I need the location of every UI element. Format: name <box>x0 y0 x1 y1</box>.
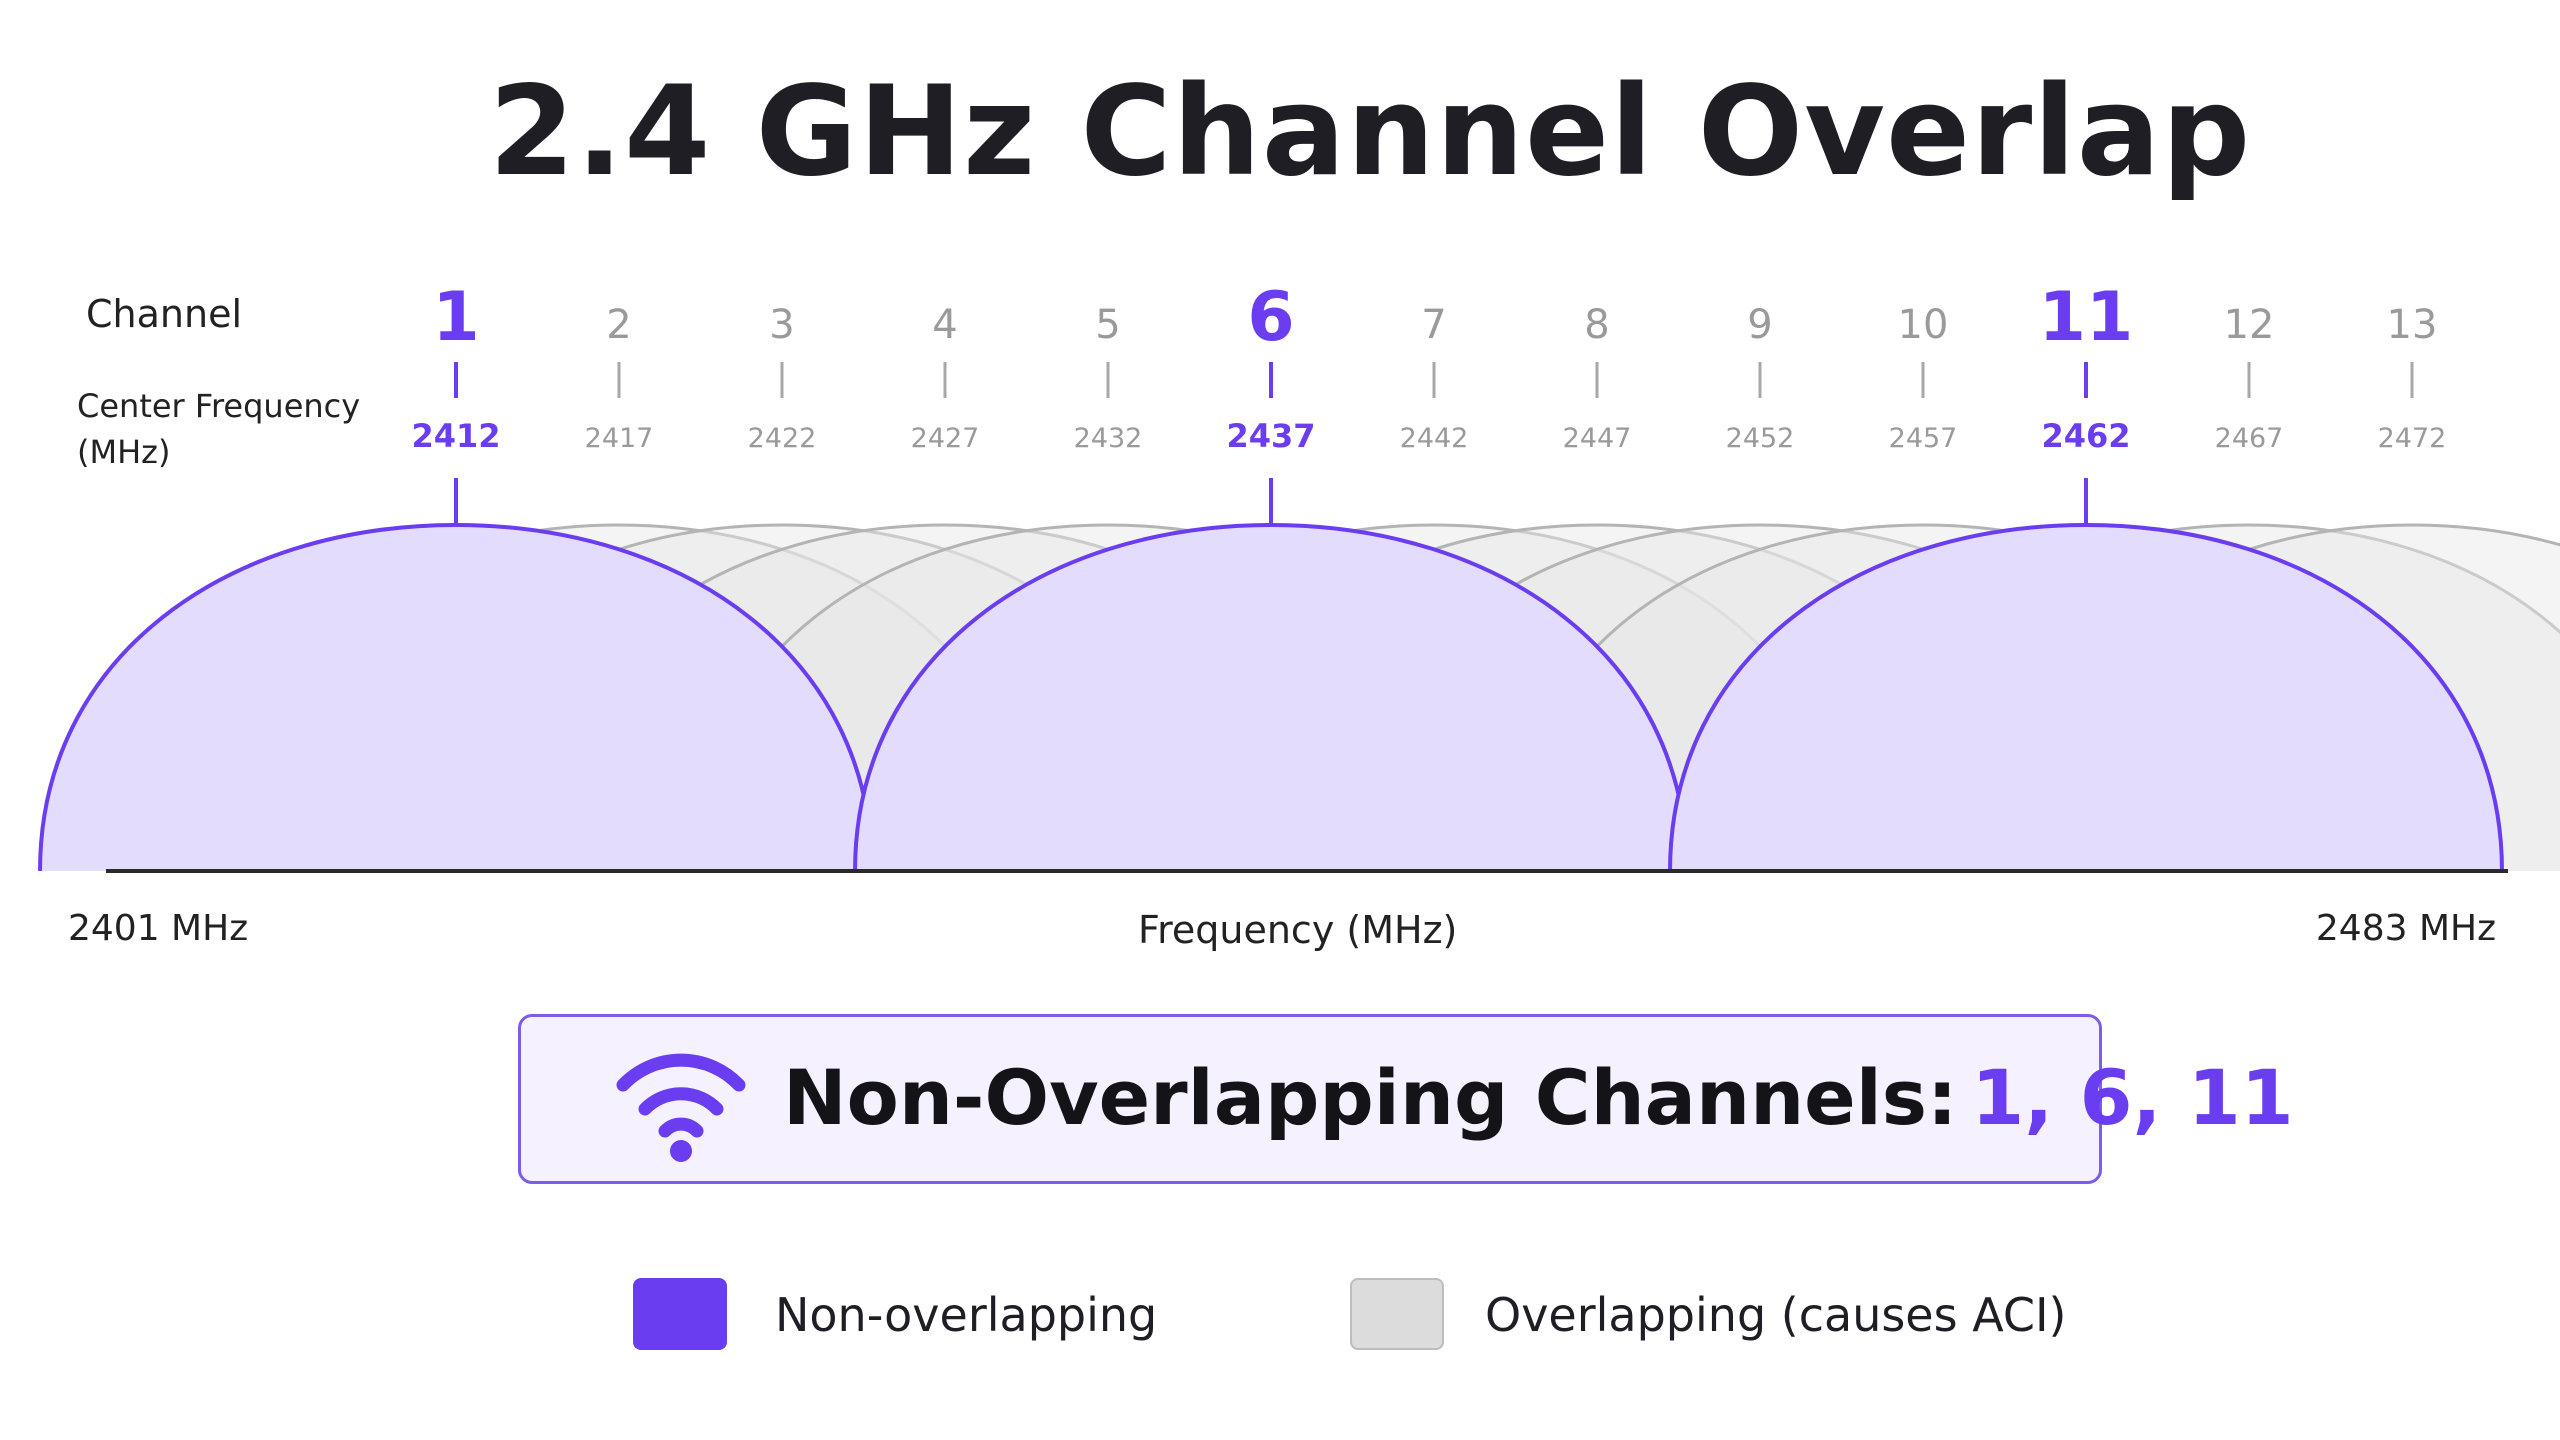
wifi-icon <box>616 1053 746 1162</box>
channel-center-frequency-10: 2457 <box>1889 423 1958 454</box>
legend-swatch-overlapping <box>1350 1278 1444 1350</box>
channel-number-5: 5 <box>1095 302 1120 348</box>
channel-number-11: 11 <box>2039 278 2134 357</box>
channel-number-12: 12 <box>2224 302 2275 348</box>
legend-label-non-overlapping: Non-overlapping <box>775 1288 1158 1342</box>
callout-label: Non-Overlapping Channels: <box>783 1053 1958 1142</box>
channel-row-label: Channel <box>86 292 243 336</box>
callout-text: Non-Overlapping Channels: 1, 6, 11 <box>783 1053 2294 1142</box>
frequency-axis-max-label: 2483 MHz <box>2315 908 2496 949</box>
channel-number-2: 2 <box>606 302 631 348</box>
channel-number-10: 10 <box>1898 302 1949 348</box>
channel-center-frequency-9: 2452 <box>1726 423 1795 454</box>
channel-center-frequency-8: 2447 <box>1563 423 1632 454</box>
channel-number-6: 6 <box>1247 278 1294 357</box>
center-frequency-label-line2: (MHz) <box>77 433 171 471</box>
legend-label-overlapping: Overlapping (causes ACI) <box>1485 1288 2067 1342</box>
channel-center-frequency-13: 2472 <box>2378 423 2447 454</box>
center-frequency-label-line1: Center Frequency <box>77 387 361 425</box>
channel-center-frequency-12: 2467 <box>2215 423 2284 454</box>
channel-chart: 1 2412 2 2417 3 2422 4 2427 5 2432 6 2437 7 2442 8 2447… <box>38 278 2560 873</box>
channel-number-4: 4 <box>932 302 957 348</box>
channel-center-frequency-11: 2462 <box>2041 417 2130 455</box>
channel-number-13: 13 <box>2387 302 2438 348</box>
channel-label-layer: 1 2412 2 2417 3 2422 4 2427 5 2432 6 2437 7 2442 8 2447… <box>411 278 2446 525</box>
channel-center-frequency-3: 2422 <box>748 423 817 454</box>
channel-number-8: 8 <box>1584 302 1609 348</box>
non-overlapping-callout: Non-Overlapping Channels: 1, 6, 11 <box>518 1014 2294 1184</box>
frequency-axis-min-label: 2401 MHz <box>68 908 249 949</box>
legend-swatch-non-overlapping <box>633 1278 727 1350</box>
channel-number-9: 9 <box>1747 302 1772 348</box>
channel-number-7: 7 <box>1421 302 1446 348</box>
channel-center-frequency-2: 2417 <box>585 423 654 454</box>
non-overlapping-channel-layer <box>38 522 2504 872</box>
channel-center-frequency-6: 2437 <box>1226 417 1315 455</box>
frequency-axis-title: Frequency (MHz) <box>1138 908 1458 952</box>
channel-center-frequency-4: 2427 <box>911 423 980 454</box>
callout-channel-values: 1, 6, 11 <box>1971 1053 2294 1142</box>
channel-number-1: 1 <box>432 278 479 357</box>
channel-center-frequency-5: 2432 <box>1074 423 1143 454</box>
channel-center-frequency-7: 2442 <box>1400 423 1469 454</box>
channel-center-frequency-1: 2412 <box>411 417 500 455</box>
channel-number-3: 3 <box>769 302 794 348</box>
center-frequency-row-label: Center Frequency (MHz) <box>77 383 360 475</box>
page-title: 2.4 GHz Channel Overlap <box>488 60 2252 204</box>
